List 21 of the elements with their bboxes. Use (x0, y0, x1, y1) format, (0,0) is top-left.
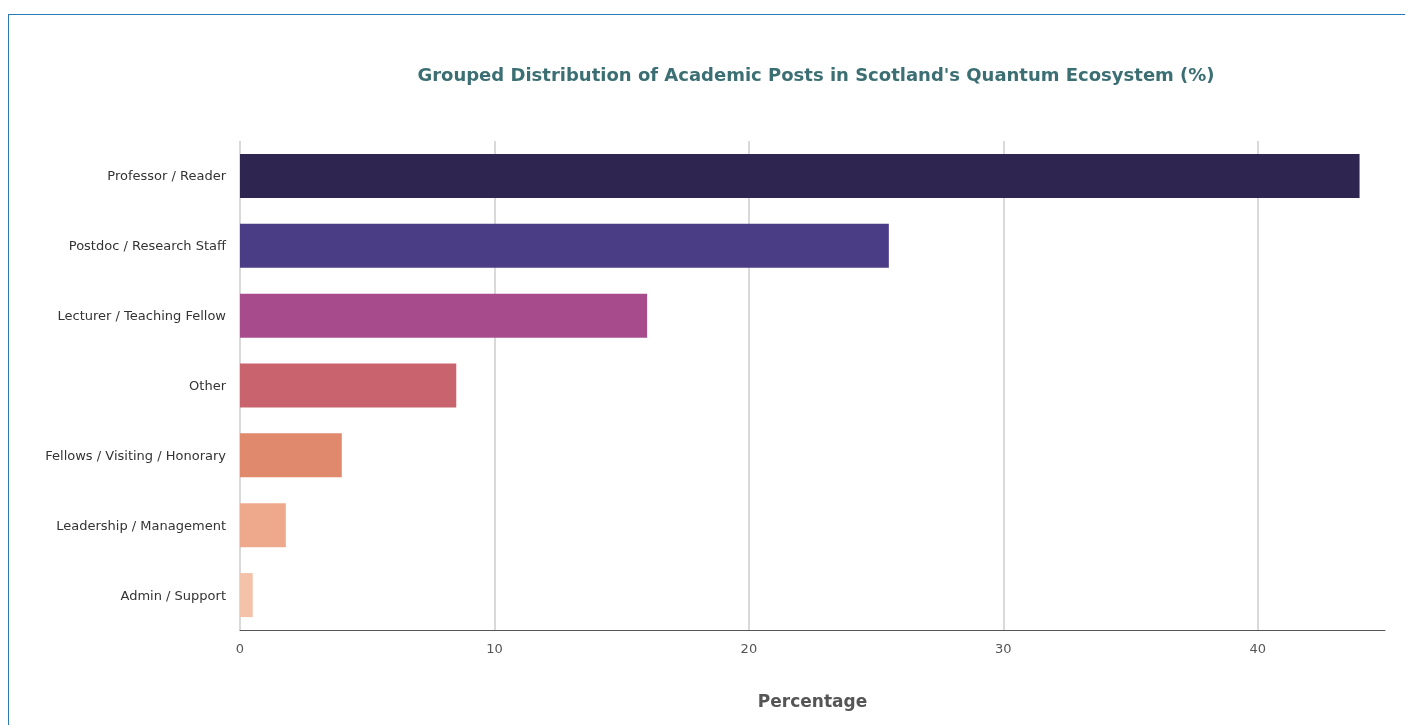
bar (240, 293, 648, 338)
y-tick-label: Fellows / Visiting / Honorary (45, 447, 227, 463)
bar (240, 363, 457, 408)
x-tick-label: 20 (740, 641, 758, 656)
bar (240, 433, 342, 478)
x-tick-label: 30 (995, 641, 1012, 656)
y-tick-label: Lecturer / Teaching Fellow (57, 308, 227, 324)
bar (240, 153, 1360, 198)
y-tick-label: Professor / Reader (107, 168, 227, 184)
y-tick-label: Postdoc / Research Staff (68, 238, 228, 254)
x-axis-title: Percentage (757, 690, 868, 711)
y-tick-label: Other (189, 378, 227, 393)
x-tick-label: 0 (235, 641, 245, 656)
bar (240, 223, 889, 268)
bar (240, 573, 253, 618)
y-tick-label: Admin / Support (120, 587, 226, 603)
y-tick-label: Leadership / Management (56, 517, 226, 533)
bar (240, 503, 286, 548)
chart-title: Grouped Distribution of Academic Posts in Scotland's Quantum Ecosystem (%) (417, 63, 1215, 85)
x-tick-label: 40 (1249, 641, 1267, 656)
x-tick-label: 10 (486, 641, 503, 656)
